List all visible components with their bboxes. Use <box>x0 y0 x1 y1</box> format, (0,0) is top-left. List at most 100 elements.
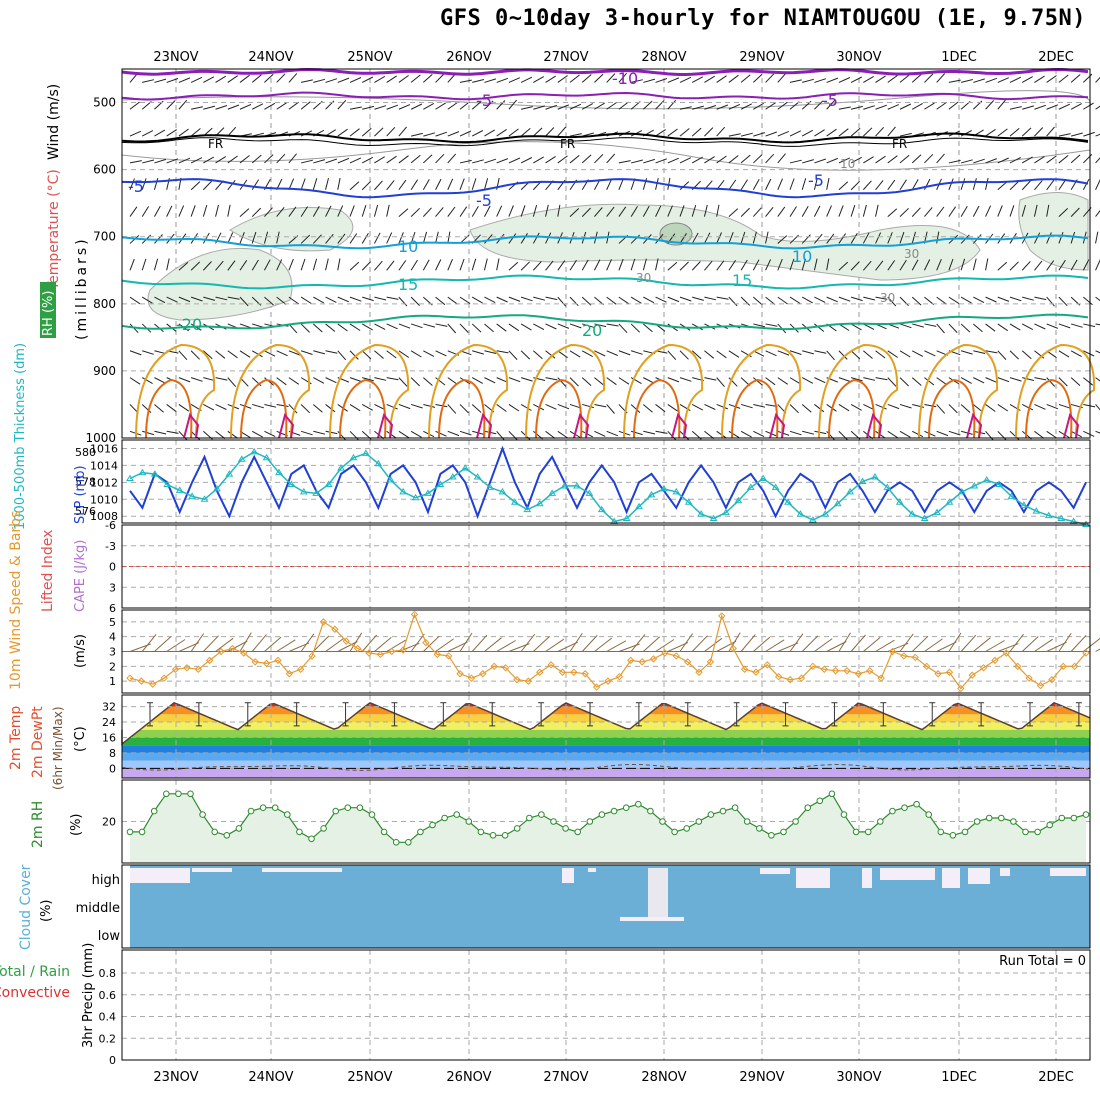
wind-barb <box>496 100 506 110</box>
wind-barb <box>1009 296 1022 302</box>
wind-barb <box>288 377 300 385</box>
top-date-label: 1DEC <box>941 50 977 65</box>
rh-point <box>344 804 352 812</box>
wind-barb <box>435 350 447 357</box>
temp-contour-25 <box>525 343 606 439</box>
wind-barb <box>374 232 381 244</box>
surface-wind-barb <box>911 635 929 652</box>
wind-speed-point <box>649 655 658 663</box>
wind-barb <box>704 156 715 164</box>
wind-barb <box>435 153 445 164</box>
wind-barb <box>484 296 496 304</box>
wind-barb <box>838 350 848 360</box>
thickness-point <box>1032 507 1041 514</box>
wind-side-label: Wind (m/s) <box>46 84 62 160</box>
wind-barb <box>239 296 249 307</box>
middle-cloud-gap <box>648 868 668 920</box>
wind-barb <box>288 153 297 164</box>
temp-contour-35 <box>573 412 590 439</box>
wind-barb <box>215 156 226 164</box>
wind-barb <box>520 128 531 137</box>
thickness-point <box>362 449 370 456</box>
wind-barb <box>704 377 717 381</box>
surface-wind-barb <box>374 637 392 652</box>
wind-barb <box>1034 155 1045 164</box>
wind-barb <box>667 157 679 164</box>
wind-barb <box>239 103 252 110</box>
wind-barb <box>875 126 885 137</box>
wind-barb <box>154 430 167 435</box>
thickness-line <box>129 451 1087 526</box>
wind-barb <box>496 430 505 441</box>
wind-barb <box>447 178 454 190</box>
wind-barb <box>557 350 568 359</box>
temp-contour-30 <box>633 378 681 439</box>
wind-barb <box>826 233 835 244</box>
wind-speed-point <box>786 675 794 684</box>
rh-point <box>284 811 291 818</box>
wind-barb <box>887 430 899 439</box>
thickness-point <box>871 473 879 480</box>
rh-axis-label: RH (%) <box>41 291 56 336</box>
wind-barb <box>190 296 203 302</box>
wind-barb <box>936 231 940 244</box>
wind-barb <box>752 207 762 217</box>
wind-barb <box>276 403 289 407</box>
wind-barb <box>520 261 530 271</box>
wind-barb <box>557 403 570 410</box>
wind-barb <box>667 404 678 412</box>
surface-wind-barb <box>948 632 962 652</box>
rh-point <box>768 832 775 839</box>
wind-barb <box>349 205 355 217</box>
wind-barb <box>471 404 482 413</box>
wind-speed-point <box>570 668 578 676</box>
wind-barb <box>545 260 554 271</box>
freezing-level-contour-2 <box>121 137 1089 147</box>
wind-barb <box>374 75 386 83</box>
wind-barb <box>1058 208 1069 217</box>
slp-tick-label: 1008 <box>90 510 118 523</box>
wind-barb <box>728 208 739 217</box>
wind-barb <box>679 157 692 164</box>
wind-barb <box>728 103 741 110</box>
bottom-date-label: 30NOV <box>836 1070 881 1085</box>
wind-barb <box>972 205 980 217</box>
wind-barb <box>1046 296 1055 307</box>
wind-barb <box>569 103 582 110</box>
thickness-point <box>697 510 706 517</box>
slp-line <box>129 445 1087 520</box>
wind-barb <box>850 350 861 360</box>
wind-barb <box>667 262 678 271</box>
wind-barb <box>1009 323 1021 331</box>
wind-barb <box>373 204 379 217</box>
rh-point <box>852 828 860 836</box>
rh-point <box>199 811 206 818</box>
rh-point <box>1070 814 1078 822</box>
wind-speed-point <box>604 677 612 685</box>
wind-barb <box>239 208 250 217</box>
wind-barb <box>728 377 738 387</box>
temp-label-group: 2m Temp <box>8 706 24 770</box>
wind-barb <box>166 129 177 137</box>
wind-barb <box>1034 260 1043 271</box>
wind-barb <box>252 403 264 409</box>
wind-barb <box>1083 323 1096 328</box>
wind-barb <box>142 159 155 164</box>
wind-barb <box>704 404 716 410</box>
wind-barb <box>997 99 1006 110</box>
thickness-point <box>424 489 432 496</box>
wind-barb <box>435 207 444 217</box>
wind-barb <box>1034 127 1044 137</box>
wind-barb <box>386 296 399 300</box>
wind-barb <box>520 350 531 360</box>
surface-wind-barb <box>838 632 851 652</box>
wind-barb <box>973 78 985 83</box>
wind-barb <box>618 350 631 356</box>
wind-speed-point <box>1070 662 1079 671</box>
wind-speed-point <box>319 618 328 626</box>
wind-speed-point <box>843 667 851 675</box>
wind-barb <box>899 74 910 83</box>
wind-barb <box>862 127 873 137</box>
wind-barb <box>349 157 362 164</box>
thickness-point <box>982 476 991 483</box>
